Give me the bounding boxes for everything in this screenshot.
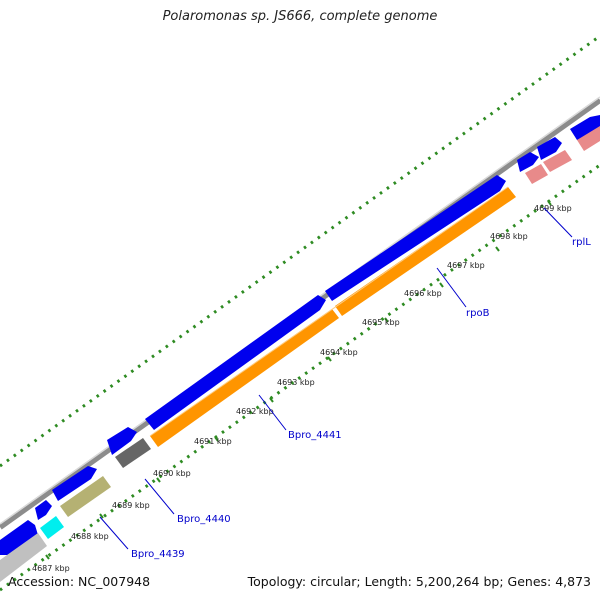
tick-label: 4697 kbp	[447, 261, 485, 270]
forward-gene	[537, 137, 562, 160]
tick-label: 4691 kbp	[194, 437, 232, 446]
gene-orange-rpoB	[150, 309, 339, 447]
tick-marks	[45, 200, 552, 560]
tick-label: 4693 kbp	[277, 378, 315, 387]
gene-label-bpro-4441[interactable]: Bpro_4441	[288, 430, 342, 441]
gene-block-light-gray	[0, 533, 47, 582]
tick-label: 4698 kbp	[490, 232, 528, 241]
gene-block-cyan	[40, 516, 64, 539]
gene-label-bpro-4439[interactable]: Bpro_4439	[131, 549, 185, 560]
tick-label: 4696 kbp	[404, 289, 442, 298]
forward-gene	[145, 295, 326, 430]
outer-dotted-track	[0, 34, 600, 468]
genome-summary: Topology: circular; Length: 5,200,264 bp…	[247, 574, 591, 589]
gene-orange-rpoB	[335, 187, 516, 316]
forward-gene	[570, 115, 600, 140]
gene-label-rpll[interactable]: rplL	[572, 237, 591, 248]
tick-label: 4688 kbp	[71, 532, 109, 541]
accession-label: Accession: NC_007948	[8, 574, 151, 589]
tick-label: 4689 kbp	[112, 501, 150, 510]
label-leaders	[99, 207, 573, 550]
forward-gene	[517, 152, 539, 172]
tick-label: 4694 kbp	[320, 348, 358, 357]
tick-label: 4699 kbp	[534, 204, 572, 213]
gene-block-pink	[543, 150, 572, 172]
forward-gene	[35, 500, 52, 520]
tick-label: 4687 kbp	[32, 564, 70, 573]
tick-label: 4692 kbp	[236, 407, 274, 416]
gene-label-bpro-4440[interactable]: Bpro_4440	[177, 514, 231, 525]
forward-gene	[52, 466, 97, 501]
gene-block-dark-gray	[115, 438, 151, 468]
gene-label-rpob[interactable]: rpoB	[466, 308, 490, 319]
forward-gene	[107, 427, 137, 455]
map-title: Polaromonas sp. JS666, complete genome	[162, 9, 438, 24]
tick-label: 4695 kbp	[362, 318, 400, 327]
gene-block-khaki	[60, 476, 111, 517]
forward-gene	[0, 520, 38, 555]
forward-features	[0, 115, 600, 555]
tick-label: 4690 kbp	[153, 469, 191, 478]
forward-gene	[325, 175, 506, 301]
gene-block-pink	[525, 164, 548, 184]
inner-dotted-track	[0, 163, 600, 592]
gene-block-pink	[577, 126, 600, 151]
